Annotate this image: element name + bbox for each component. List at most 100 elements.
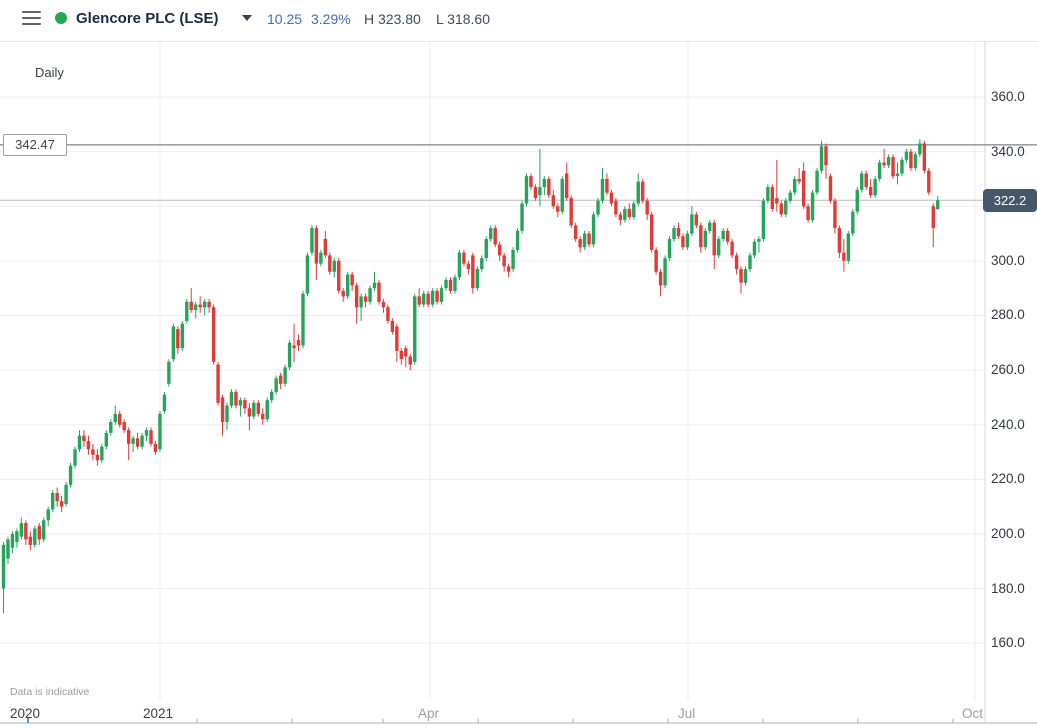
candle-body — [547, 178, 551, 196]
candle-body — [404, 348, 408, 357]
candle-body — [676, 228, 681, 237]
candle-body — [319, 252, 323, 264]
chevron-down-icon[interactable] — [242, 15, 252, 21]
candle-body — [457, 252, 462, 278]
candle-body — [430, 290, 435, 305]
change-value: 10.25 — [267, 11, 303, 27]
candle-body — [162, 394, 167, 412]
candle-body — [587, 233, 591, 245]
candle-body — [596, 200, 600, 215]
candle-body — [895, 173, 900, 177]
candle-body — [641, 181, 645, 201]
candle-body — [828, 176, 833, 201]
candle-body — [444, 279, 448, 289]
change-percent: 3.29% — [311, 11, 351, 27]
candle-body — [395, 326, 399, 351]
candle-body — [345, 274, 350, 297]
candle-body — [328, 255, 332, 272]
candle-body — [59, 501, 64, 507]
candle-body — [247, 408, 252, 417]
candle-body — [126, 430, 131, 444]
candle-body — [158, 413, 162, 450]
candle-body — [730, 241, 734, 256]
candle-body — [55, 492, 59, 502]
candle-body — [551, 195, 556, 207]
time-axis-label: Jul — [678, 706, 696, 721]
candle-body — [122, 421, 126, 431]
candle-body — [265, 400, 269, 420]
candle-body — [623, 208, 627, 220]
session-low: L 318.60 — [436, 11, 490, 27]
candle-body — [140, 435, 144, 447]
candle-body — [757, 239, 761, 242]
candle-body — [82, 435, 86, 442]
candle-body — [582, 233, 587, 248]
candle-body — [520, 203, 524, 231]
candle-body — [475, 269, 480, 289]
candle-body — [354, 285, 359, 308]
price-axis-label: 260.0 — [991, 362, 1025, 378]
candle-body — [337, 260, 341, 291]
candle-body — [77, 435, 82, 450]
candle-body — [877, 162, 882, 179]
candle-body — [922, 143, 927, 171]
candle-body — [743, 269, 748, 283]
candle-body — [171, 326, 176, 360]
price-chart[interactable] — [0, 41, 1037, 728]
candle-body — [685, 233, 690, 248]
candle-body — [91, 449, 95, 455]
price-axis-label: 180.0 — [991, 580, 1025, 596]
candle-body — [654, 249, 658, 272]
price-axis-label: 360.0 — [991, 89, 1025, 104]
candle-body — [533, 187, 538, 199]
candle-body — [439, 288, 444, 302]
candle-body — [645, 200, 649, 215]
candle-body — [462, 252, 466, 264]
candle-body — [837, 228, 842, 253]
candle-body — [153, 443, 158, 453]
candle-body — [667, 239, 672, 259]
candle-body — [663, 258, 667, 286]
candle-body — [600, 178, 605, 201]
candle-body — [332, 260, 336, 272]
candle-body — [560, 178, 564, 212]
candle-body — [860, 173, 864, 190]
candle-body — [788, 192, 792, 201]
candle-body — [189, 301, 193, 311]
instrument-title[interactable]: Glencore PLC (LSE) — [76, 10, 219, 27]
candle-body — [368, 288, 372, 302]
candle-body — [886, 157, 891, 166]
menu-button[interactable] — [22, 11, 41, 25]
candle-body — [605, 178, 609, 193]
candle-body — [261, 413, 265, 420]
candle-body — [323, 239, 328, 256]
candle-body — [216, 364, 220, 403]
price-axis-label: 240.0 — [991, 416, 1025, 432]
candle-body — [918, 143, 922, 155]
candle-body — [806, 206, 810, 220]
candle-body — [779, 203, 783, 215]
price-axis-label: 200.0 — [991, 525, 1025, 541]
candle-body — [359, 296, 363, 308]
candle-body — [752, 241, 757, 256]
candle-body — [278, 375, 283, 384]
candle-body — [1, 544, 6, 589]
candle-body — [801, 170, 806, 207]
candle-body — [42, 520, 46, 540]
candle-body — [73, 449, 77, 466]
candle-body — [118, 413, 122, 425]
candle-body — [489, 228, 493, 240]
candle-body — [149, 430, 153, 444]
candle-body — [618, 214, 623, 220]
candle-body — [538, 187, 542, 196]
price-axis-label: 280.0 — [991, 307, 1025, 323]
candle-body — [426, 293, 430, 305]
time-axis-label: Apr — [418, 706, 440, 721]
candle-body — [6, 539, 10, 559]
candle-body — [100, 446, 104, 461]
candle-body — [632, 203, 636, 218]
candle-body — [819, 146, 824, 171]
candle-body — [506, 266, 511, 272]
candle-body — [775, 198, 779, 204]
